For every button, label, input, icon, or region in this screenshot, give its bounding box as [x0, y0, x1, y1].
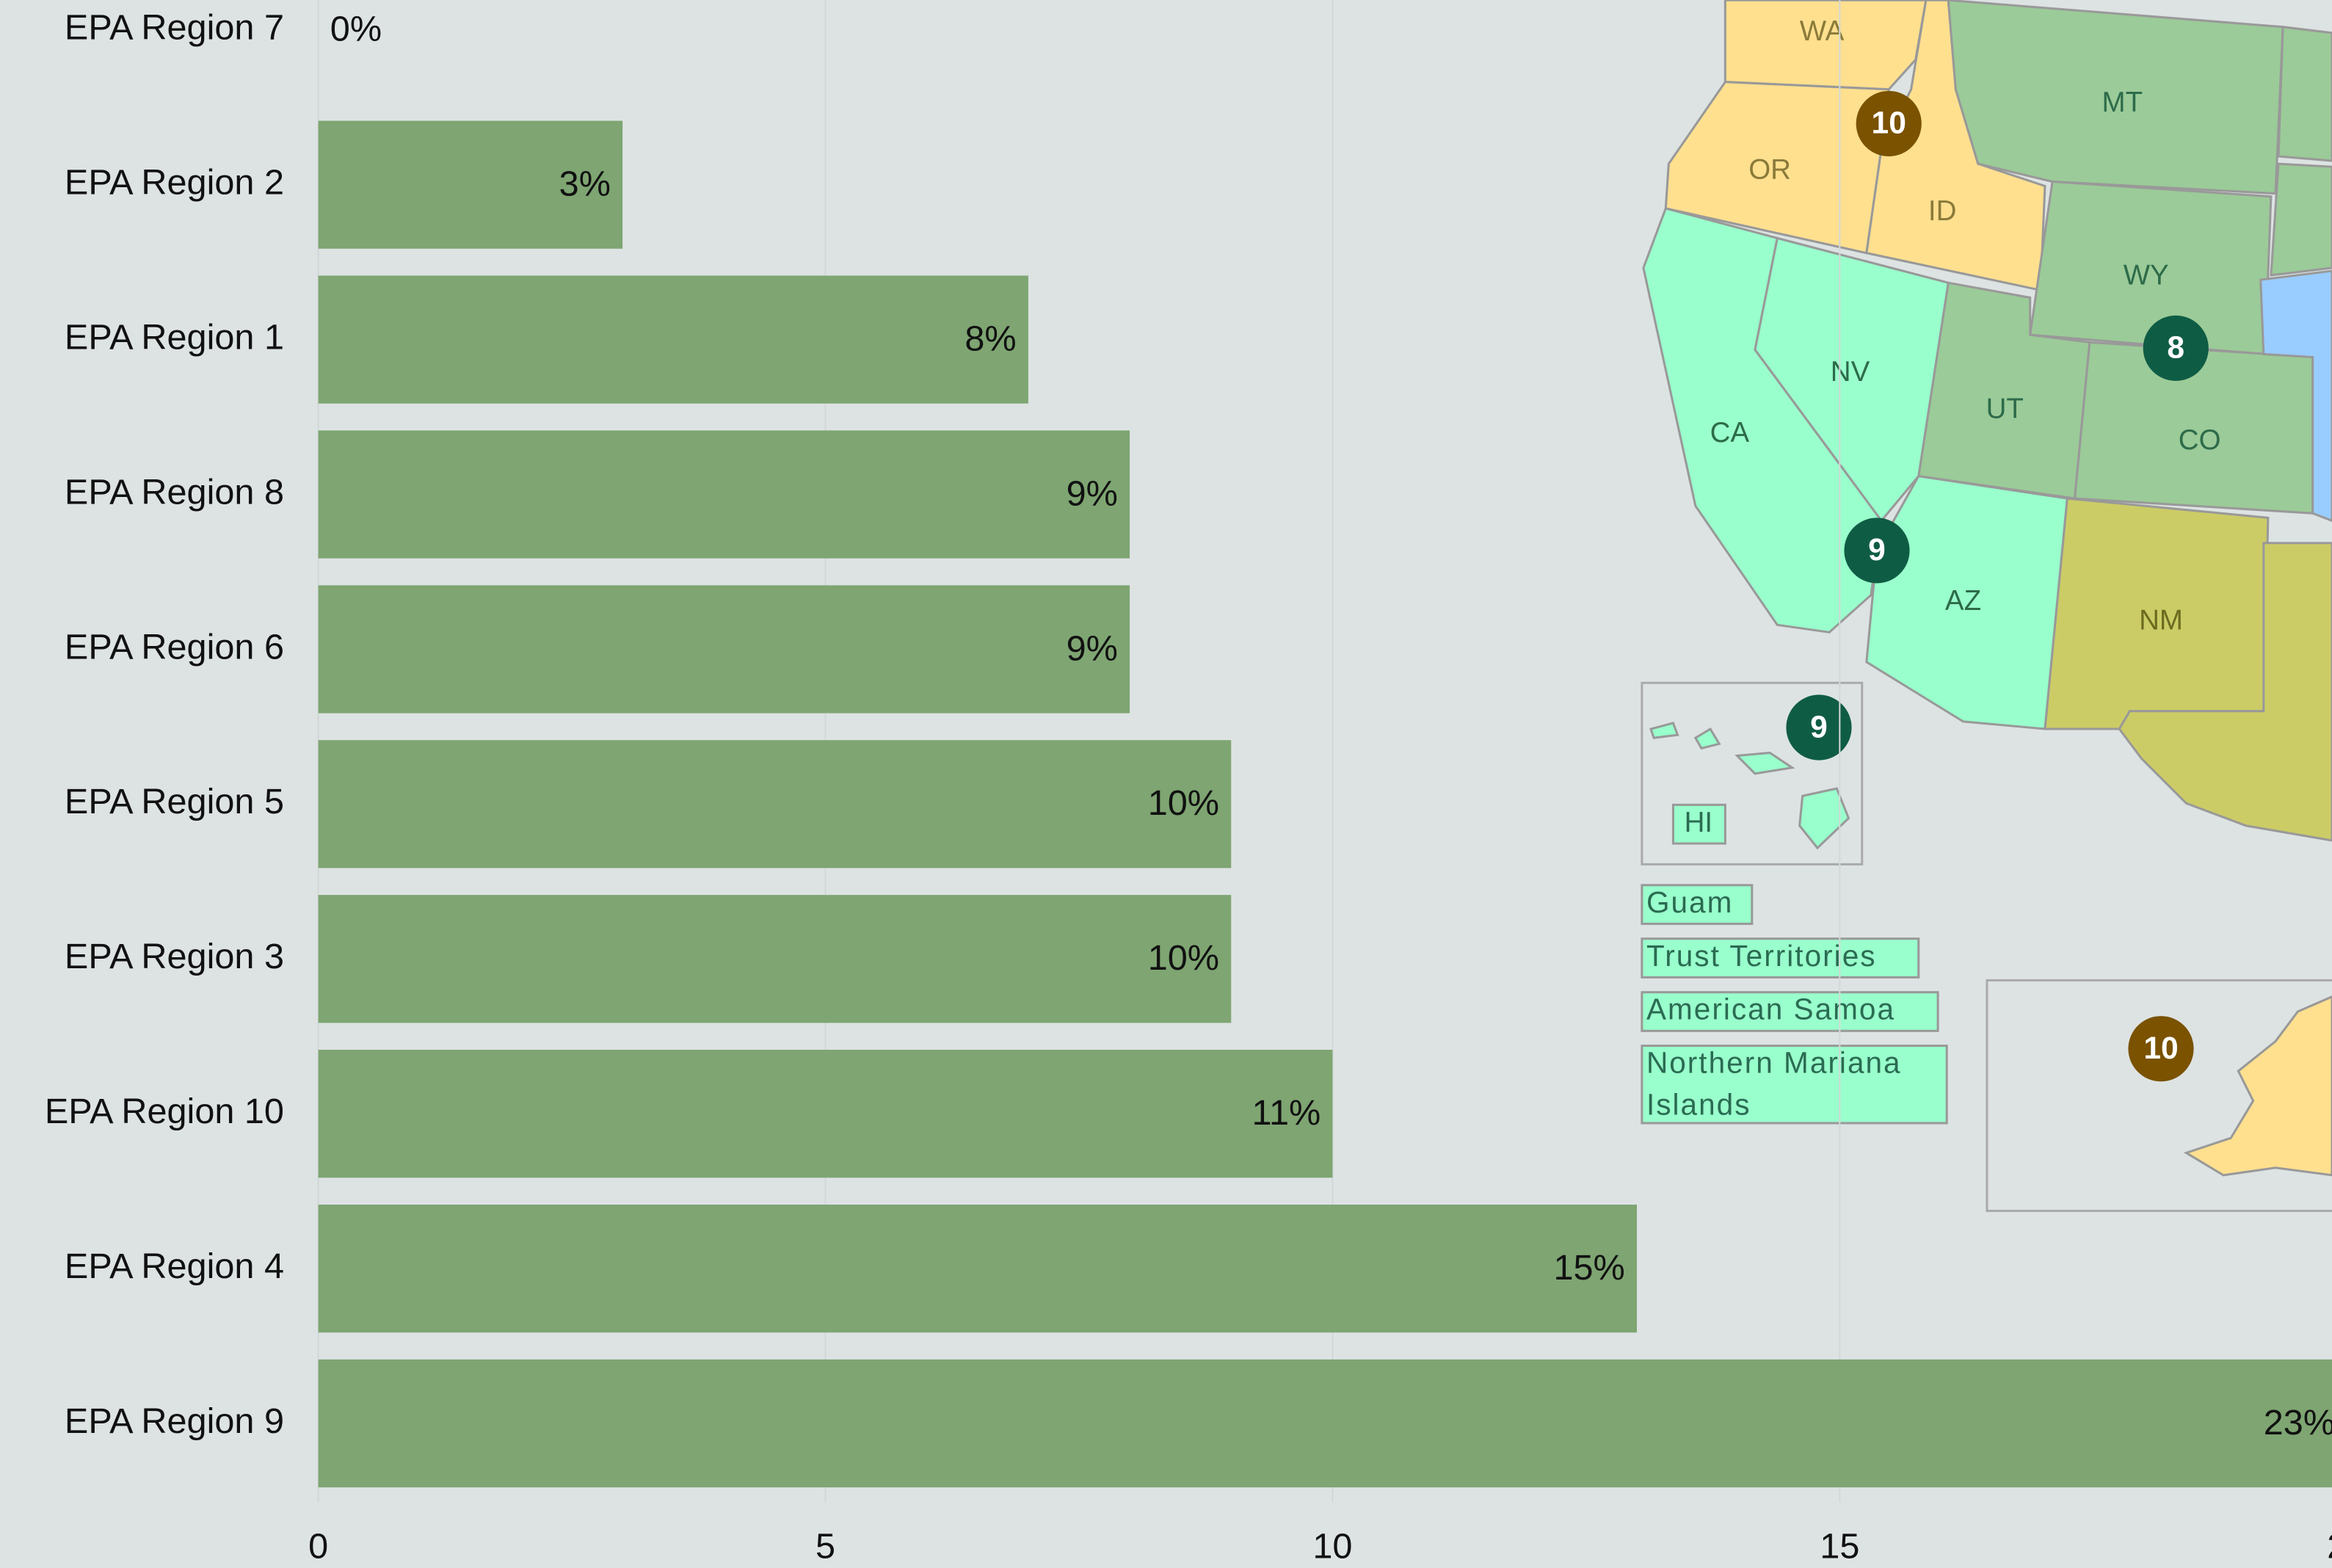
island: [1735, 751, 1795, 775]
state-wa: [1723, 0, 1928, 91]
region-badge-circle: [1786, 694, 1852, 761]
bar: [318, 895, 1232, 1023]
data-label: 15%: [1553, 1248, 1624, 1288]
state-label: MT: [2102, 87, 2143, 118]
state-ak: [2183, 995, 2332, 1177]
state-label: ID: [1928, 195, 1957, 227]
territory-box: [1641, 1045, 1948, 1125]
state-label: CA: [1710, 417, 1750, 449]
territory-label: Guam: [1646, 885, 1733, 919]
bar: [318, 430, 1130, 559]
territory-box: [1641, 884, 1754, 925]
x-tick-label: 15: [1820, 1526, 1859, 1566]
data-label: 23%: [2264, 1403, 2332, 1442]
hi-inset: [1641, 681, 1864, 865]
bar: [318, 275, 1028, 404]
data-label: 11%: [1252, 1093, 1321, 1133]
state-label: NV: [1831, 356, 1870, 388]
region-badge: 10: [1872, 106, 1906, 141]
y-tick-label: EPA Region 8: [65, 472, 284, 512]
territory-box: [1671, 803, 1726, 845]
region-badge-circle: [1844, 518, 1910, 584]
state-label: OR: [1748, 153, 1791, 185]
territory-label: Islands: [1646, 1087, 1751, 1121]
ak-inset: [1986, 979, 2332, 1213]
state-label: WY: [2124, 259, 2169, 291]
x-tick-label: 10: [1312, 1526, 1352, 1566]
data-label: 8%: [965, 319, 1016, 358]
y-tick-label: EPA Region 4: [65, 1246, 284, 1286]
state-label: CO: [2179, 424, 2221, 456]
x-tick-label: 20: [2327, 1526, 2332, 1566]
bar: [318, 1050, 1333, 1178]
state-label: NM: [2139, 604, 2183, 636]
y-tick-label: EPA Region 3: [65, 937, 284, 976]
territory-label: American Samoa: [1646, 992, 1895, 1026]
state-ca: [1642, 207, 1883, 634]
territory-box: [1641, 937, 1920, 979]
region-badge: 8: [2167, 330, 2184, 366]
region-badge-circle: [1856, 90, 1922, 156]
bar: [318, 120, 623, 249]
region-badge: 9: [1868, 532, 1886, 567]
y-tick-label: EPA Region 2: [65, 163, 284, 203]
bar: [318, 585, 1130, 714]
data-label: 9%: [1067, 628, 1118, 668]
island: [1649, 722, 1679, 739]
bar: [318, 1359, 2332, 1488]
state-label: UT: [1986, 393, 2024, 425]
state-label: WA: [1800, 15, 1845, 47]
data-label: 10%: [1148, 938, 1219, 978]
territory-label: Northern Mariana: [1646, 1046, 1902, 1080]
data-label: 9%: [1067, 473, 1118, 513]
region-badge: 9: [1810, 709, 1828, 744]
data-label: 10%: [1148, 783, 1219, 823]
territory-label: Trust Territories: [1646, 939, 1877, 973]
data-label: 0%: [330, 10, 382, 49]
map-labels: WA OR ID MT WY NV CA UT CO AZ NM HI AK 1…: [1646, 15, 2221, 1121]
bar: [318, 740, 1232, 868]
epa-map: [1641, 0, 2332, 1213]
y-tick-label: EPA Region 6: [65, 627, 284, 667]
bar: [318, 1204, 1637, 1333]
territory-box: [1641, 991, 1939, 1032]
y-tick-label: EPA Region 10: [45, 1092, 284, 1131]
region-badge-circle: [2143, 315, 2209, 381]
x-tick-label: 5: [816, 1526, 835, 1566]
y-tick-label: EPA Region 9: [65, 1401, 284, 1441]
island: [1693, 727, 1721, 750]
y-tick-label: EPA Region 7: [65, 8, 284, 48]
state-label: AZ: [1945, 585, 1981, 617]
y-tick-label: EPA Region 5: [65, 782, 284, 821]
region-badge: 10: [2143, 1031, 2178, 1066]
data-label: 3%: [559, 164, 611, 204]
x-tick-label: 0: [308, 1526, 328, 1566]
state-label: HI: [1685, 807, 1713, 838]
state-nd: [2277, 25, 2332, 162]
state-sd: [2270, 162, 2332, 277]
region-badge-circle: [2128, 1016, 2194, 1082]
y-tick-label: EPA Region 1: [65, 317, 284, 357]
island: [1798, 787, 1850, 850]
